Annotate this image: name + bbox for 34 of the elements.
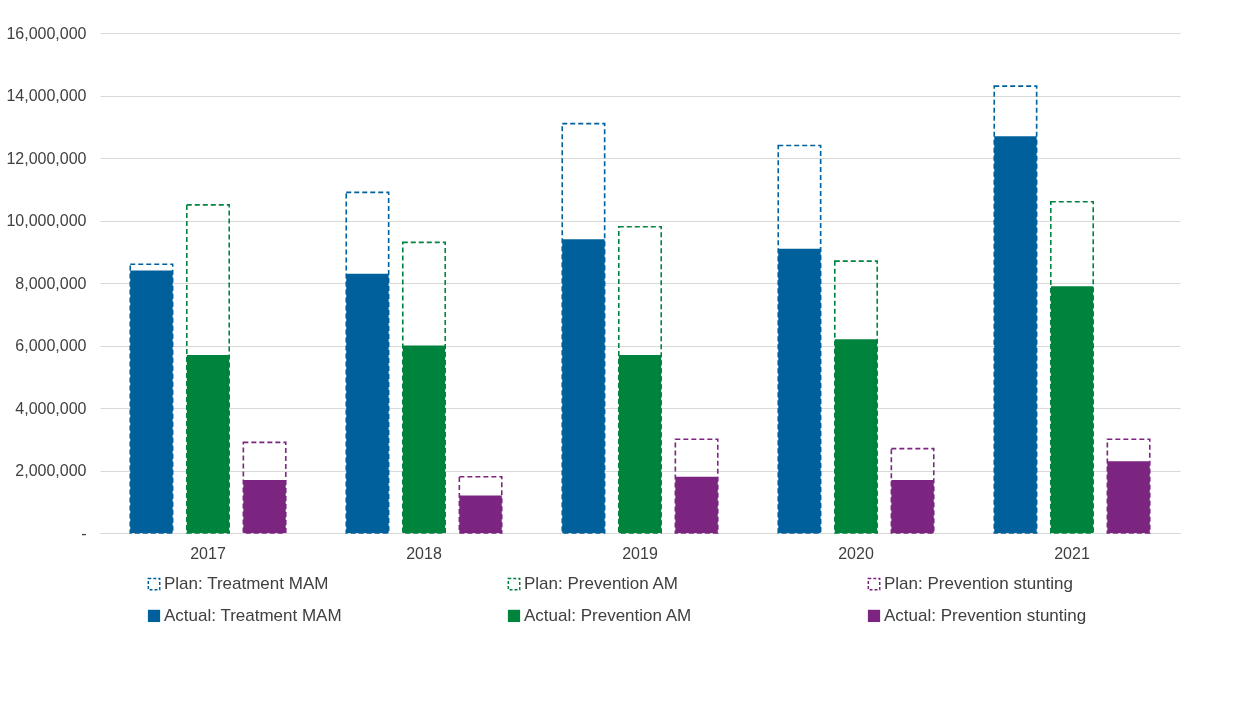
y-tick-label: 2,000,000	[15, 462, 87, 479]
legend-label: Actual: Prevention stunting	[884, 605, 1087, 625]
y-tick-label: 6,000,000	[15, 337, 87, 354]
bar	[890, 447, 935, 534]
legend-label: Actual: Treatment MAM	[164, 605, 342, 625]
y-tick-label: 4,000,000	[15, 399, 87, 417]
legend-label: Plan: Prevention AM	[524, 574, 679, 594]
legend-label: Plan: Prevention stunting	[884, 574, 1074, 594]
x-tick-label: 2018	[406, 544, 442, 562]
bar	[1049, 200, 1095, 534]
y-tick-label: 14,000,000	[6, 87, 87, 104]
legend-label: Actual: Prevention AM	[524, 605, 692, 625]
bar	[777, 144, 822, 534]
y-tick-label: 10,000,000	[6, 212, 87, 229]
bar	[833, 260, 879, 534]
y-tick-label: 16,000,000	[6, 24, 87, 42]
bar	[617, 225, 663, 534]
x-tick-label: 2019	[622, 544, 658, 562]
bar	[458, 475, 503, 534]
legend-label: Plan: Treatment MAM	[164, 574, 329, 594]
bar	[185, 204, 231, 534]
bar	[345, 191, 390, 534]
bar	[242, 441, 287, 534]
y-tick-label: 12,000,000	[6, 149, 87, 167]
y-tick-label: 8,000,000	[15, 274, 87, 292]
x-tick-label: 2017	[190, 544, 226, 562]
bar	[401, 241, 447, 534]
bar	[561, 122, 606, 534]
bar	[674, 438, 719, 534]
x-tick-label: 2020	[838, 544, 874, 562]
x-tick-label: 2021	[1054, 544, 1090, 562]
bar	[993, 85, 1038, 534]
bar	[1106, 438, 1151, 534]
y-tick-label: -	[81, 524, 87, 542]
